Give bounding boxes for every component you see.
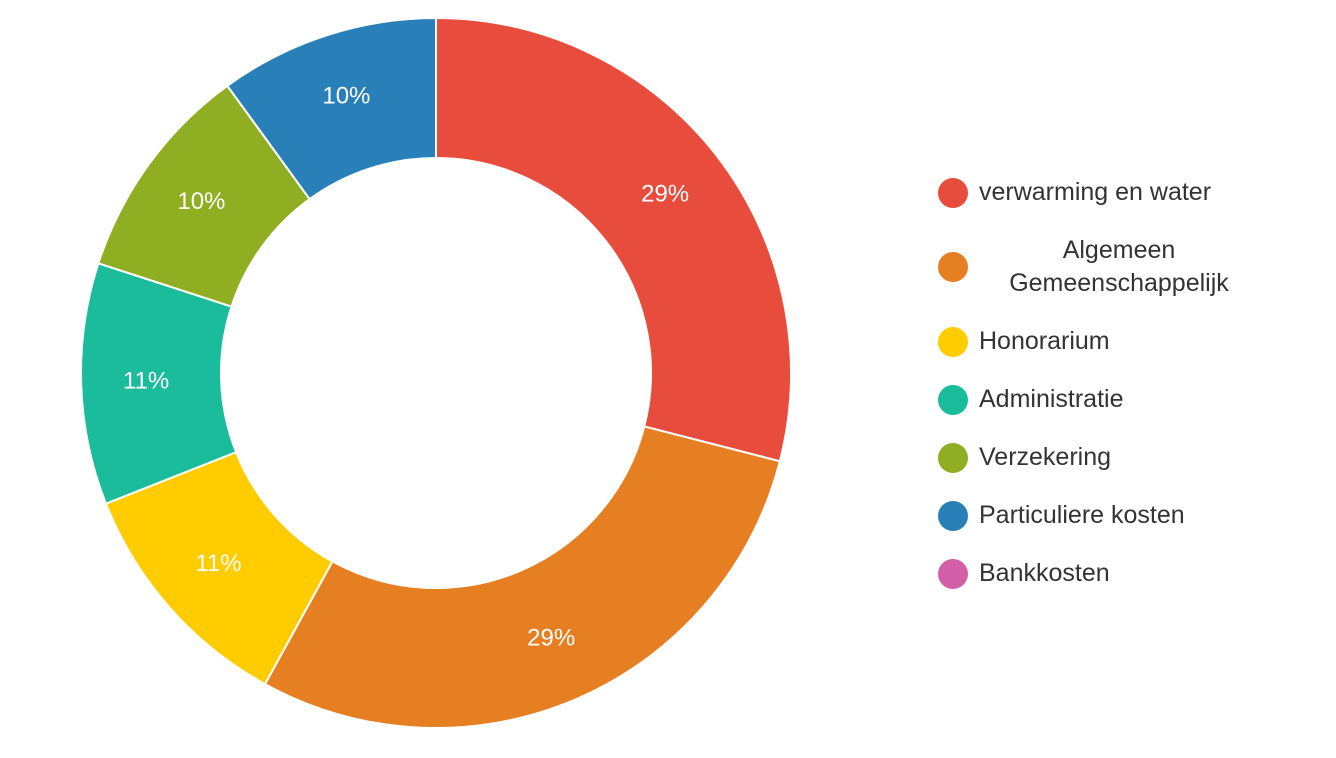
legend-swatch-icon (938, 326, 968, 357)
slice-label-verzekering: 10% (177, 188, 225, 215)
legend-item-administratie[interactable]: Administratie (938, 383, 1298, 416)
legend-swatch-icon (938, 177, 968, 208)
legend-item-algemeen-gemeenschappelijk[interactable]: Algemeen Gemeenschappelijk (938, 234, 1298, 300)
legend-swatch-icon (938, 442, 968, 473)
legend-label: Verzekering (979, 443, 1112, 471)
slice-algemeen-gemeenschappelijk[interactable] (263, 425, 782, 729)
legend-item-verzekering[interactable]: Verzekering (938, 441, 1298, 474)
legend-item-verwarming-en-water[interactable]: verwarming en water (938, 176, 1298, 209)
legend-item-particuliere-kosten[interactable]: Particuliere kosten (938, 499, 1298, 532)
slice-label-administratie: 11% (123, 367, 169, 394)
slice-label-honorarium: 11% (195, 550, 241, 577)
slice-verwarming-en-water[interactable] (435, 16, 792, 463)
legend-label: Administratie (979, 385, 1124, 413)
legend-swatch-icon (938, 558, 968, 589)
legend-item-honorarium[interactable]: Honorarium (938, 325, 1298, 358)
legend-label: Algemeen Gemeenschappelijk (1009, 236, 1229, 297)
slice-label-particuliere-kosten: 10% (322, 83, 370, 110)
donut-svg: 29% 29% 11% 11% 10% 10% (80, 16, 792, 729)
slice-particuliere-kosten[interactable] (225, 16, 437, 201)
legend-label: verwarming en water (979, 178, 1212, 206)
legend-label: Particuliere kosten (979, 501, 1185, 529)
slice-label-verwarming-en-water: 29% (641, 181, 689, 208)
legend-swatch-icon (938, 384, 968, 415)
slice-label-algemeen-gemeenschappelijk: 29% (527, 624, 575, 651)
legend: verwarming en water Algemeen Gemeenschapp… (938, 176, 1298, 615)
legend-label: Honorarium (979, 327, 1110, 355)
donut-chart: 29% 29% 11% 11% 10% 10% (80, 16, 792, 729)
legend-swatch-icon (938, 252, 968, 282)
legend-label: Bankkosten (979, 559, 1110, 587)
legend-swatch-icon (938, 500, 968, 531)
legend-item-bankkosten[interactable]: Bankkosten (938, 557, 1298, 590)
